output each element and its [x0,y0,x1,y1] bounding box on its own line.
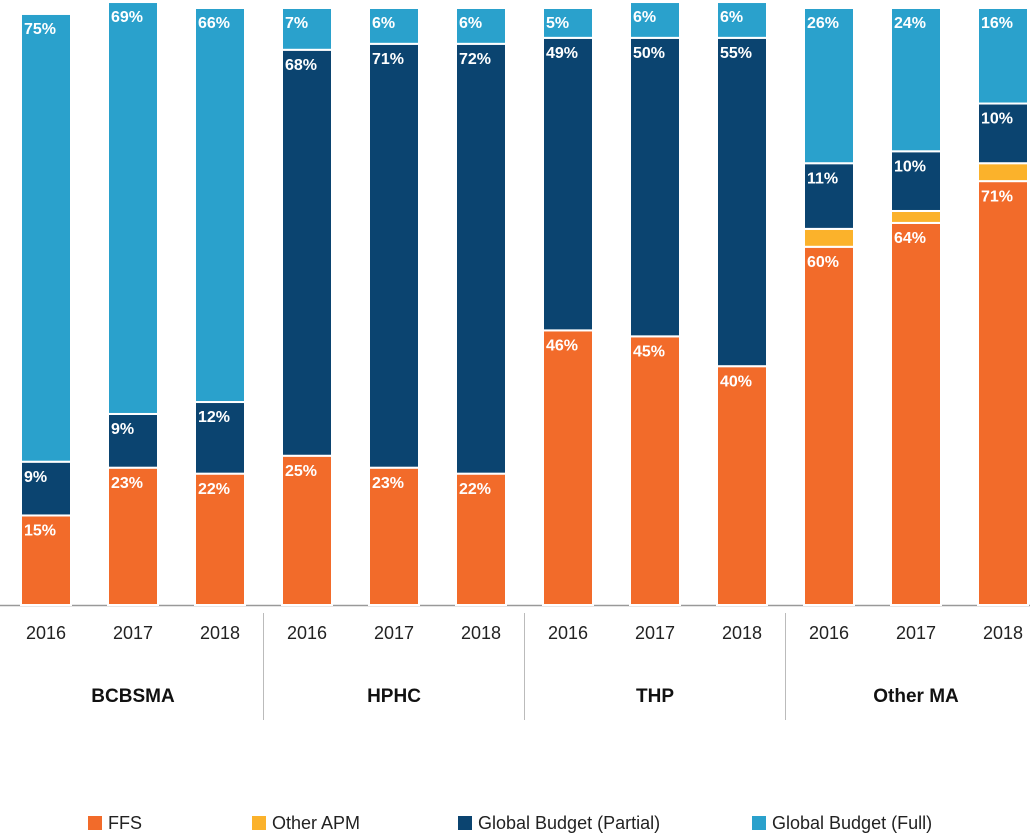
legend-swatch [752,816,766,830]
value-label: 71% [981,188,1013,205]
bar-segment [455,7,507,45]
value-label: 7% [285,15,308,32]
legend-label: FFS [108,813,142,833]
x-tick-label: 2018 [983,623,1023,643]
bar-segment [803,162,855,230]
value-label: 68% [285,57,317,74]
bar-segment [368,42,420,469]
value-label: 9% [24,469,47,486]
value-label: 6% [372,15,395,32]
legend-swatch [252,816,266,830]
value-label: 71% [372,51,404,68]
value-label: 12% [198,409,230,426]
value-label: 26% [807,15,839,32]
bar-segment [890,209,942,224]
bar-segment [716,365,768,607]
x-tick-label: 2017 [635,623,675,643]
bar-segment [977,180,1029,606]
value-label: 23% [372,475,404,492]
value-label: 69% [111,9,143,26]
value-label: 60% [807,254,839,271]
x-tick-label: 2017 [374,623,414,643]
value-label: 66% [198,15,230,32]
legend-label: Other APM [272,813,360,833]
bar-segment [542,7,594,39]
value-label: 16% [981,15,1013,32]
x-tick-label: 2018 [200,623,240,643]
value-label: 15% [24,523,56,540]
bar-segment [716,36,768,368]
bar-segment [107,1,159,415]
bar-segment [194,401,246,475]
value-label: 24% [894,15,926,32]
bar-segment [455,472,507,606]
value-label: 46% [546,338,578,355]
value-label: 40% [720,373,752,390]
bar-segment [107,412,159,469]
bar-segment [629,1,681,39]
group-label: BCBSMA [91,686,175,707]
bar-segment [803,227,855,248]
x-tick-label: 2016 [287,623,327,643]
group-label: Other MA [873,686,959,707]
bar-segment [281,7,333,51]
value-label: 22% [459,481,491,498]
bar-segment [629,36,681,338]
x-tick-label: 2017 [896,623,936,643]
bar-segment [803,7,855,165]
bar-segment [368,7,420,45]
value-label: 9% [111,421,134,438]
bar-segment [368,466,420,606]
value-label: 6% [459,15,482,32]
value-label: 72% [459,51,491,68]
value-label: 10% [981,111,1013,128]
bar-segment [977,102,1029,165]
bar-segment [194,472,246,606]
bar-segment [542,329,594,606]
bar-segment [890,150,942,212]
value-label: 75% [24,21,56,38]
x-tick-label: 2018 [722,623,762,643]
value-label: 5% [546,15,569,32]
bar-segment [542,36,594,332]
x-tick-label: 2016 [26,623,66,643]
value-label: 11% [807,170,838,187]
bar-segment [977,162,1029,183]
bar-segment [629,335,681,606]
bar-segment [890,7,942,153]
group-label: HPHC [367,686,421,707]
bar-segment [977,7,1029,105]
bar-segment [281,48,333,457]
bar-segment [455,42,507,475]
bar-segment [20,460,72,517]
group-label: THP [636,686,674,707]
x-tick-label: 2016 [809,623,849,643]
value-label: 55% [720,45,752,62]
legend-label: Global Budget (Full) [772,813,932,833]
legend-swatch [458,816,472,830]
bar-segment [890,221,942,606]
bar-segment [20,514,72,607]
value-label: 25% [285,463,317,480]
legend-swatch [88,816,102,830]
value-label: 6% [720,9,743,26]
value-label: 22% [198,481,230,498]
x-tick-label: 2016 [548,623,588,643]
x-tick-label: 2018 [461,623,501,643]
value-label: 64% [894,230,926,247]
bar-segment [194,7,246,404]
value-label: 45% [633,344,665,361]
bar-segment [803,245,855,607]
value-label: 10% [894,158,926,175]
bar-segment [716,1,768,39]
x-tick-label: 2017 [113,623,153,643]
value-label: 6% [633,9,656,26]
value-label: 23% [111,475,143,492]
value-label: 50% [633,45,665,62]
bar-segment [20,12,72,463]
legend-label: Global Budget (Partial) [478,813,660,833]
value-label: 49% [546,45,578,62]
bar-segment [281,454,333,606]
